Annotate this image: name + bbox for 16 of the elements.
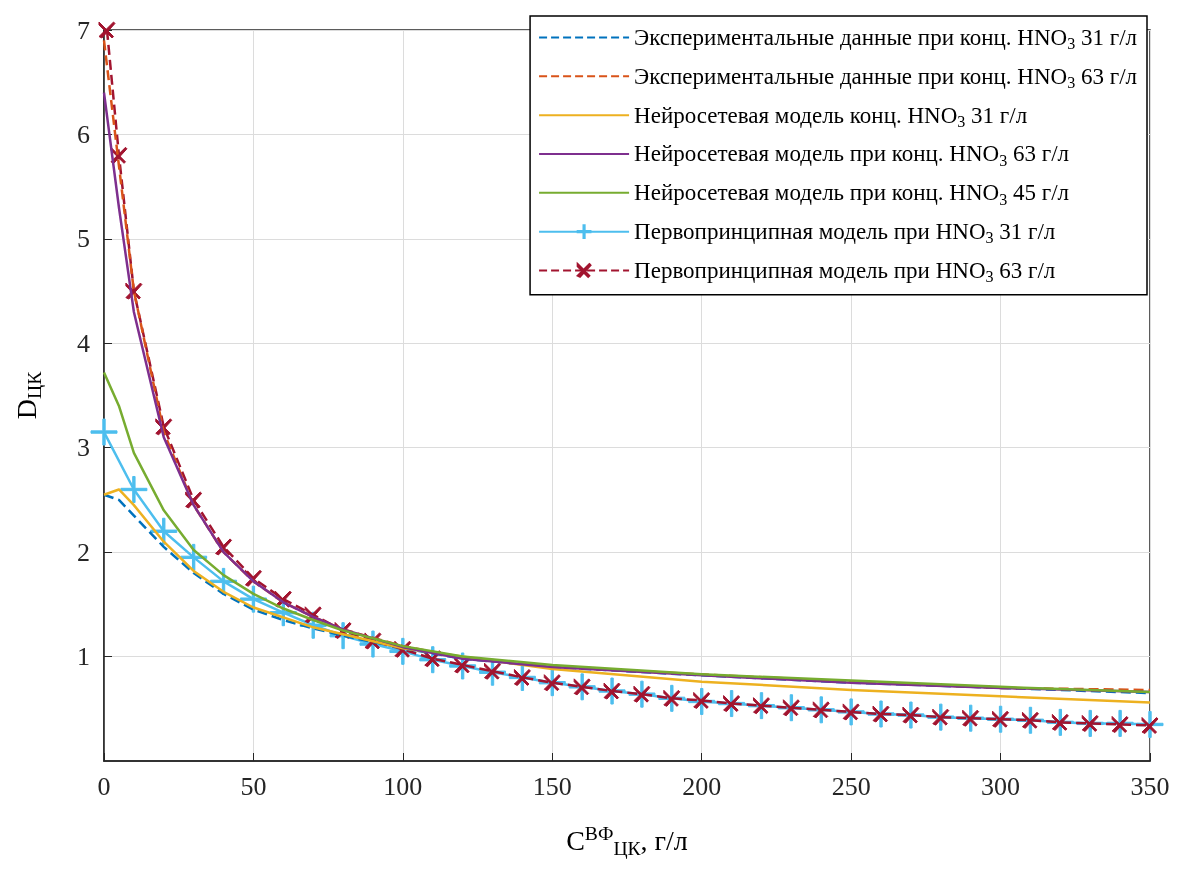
y-tick-label: 5 [77, 224, 90, 254]
x-tick-label: 350 [1130, 771, 1170, 801]
x-tick-label: 0 [97, 771, 111, 801]
x-tick-label: 50 [240, 771, 267, 801]
x-tick-label: 300 [981, 771, 1021, 801]
y-tick-label: 3 [77, 433, 90, 463]
x-tick-label: 250 [831, 771, 871, 801]
y-tick-label: 7 [77, 15, 90, 45]
x-tick-label: 150 [532, 771, 572, 801]
x-tick-label: 100 [383, 771, 423, 801]
x-tick-label: 200 [682, 771, 722, 801]
y-axis-title: DЦК [10, 370, 45, 420]
y-tick-label: 6 [77, 119, 90, 149]
y-tick-label: 1 [77, 642, 90, 672]
y-tick-label: 2 [77, 537, 90, 567]
y-tick-label: 4 [77, 328, 90, 358]
